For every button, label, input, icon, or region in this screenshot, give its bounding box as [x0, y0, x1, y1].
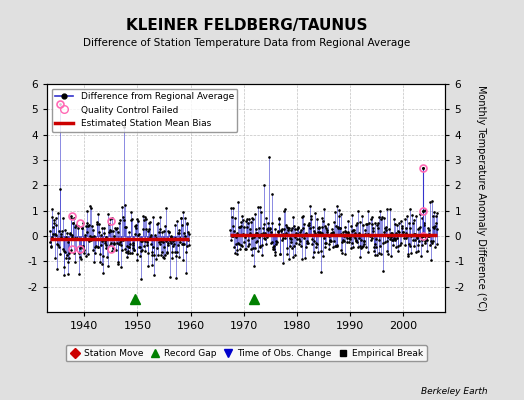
Text: KLEINER FELDBERG/TAUNUS: KLEINER FELDBERG/TAUNUS [126, 18, 367, 33]
Y-axis label: Monthly Temperature Anomaly Difference (°C): Monthly Temperature Anomaly Difference (… [476, 85, 486, 311]
Legend: Station Move, Record Gap, Time of Obs. Change, Empirical Break: Station Move, Record Gap, Time of Obs. C… [66, 345, 427, 362]
Text: Berkeley Earth: Berkeley Earth [421, 387, 487, 396]
Text: Difference of Station Temperature Data from Regional Average: Difference of Station Temperature Data f… [83, 38, 410, 48]
Legend: Difference from Regional Average, Quality Control Failed, Estimated Station Mean: Difference from Regional Average, Qualit… [52, 88, 237, 132]
